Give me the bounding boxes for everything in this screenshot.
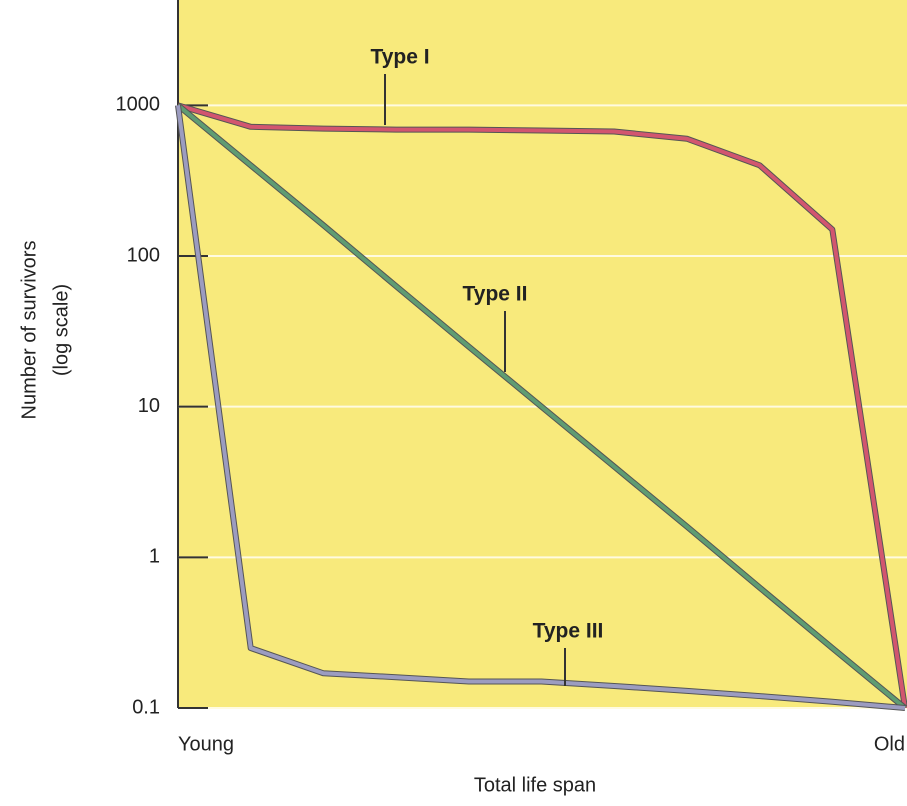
- y-tick-label: 0.1: [132, 696, 160, 718]
- series-label: Type III: [533, 620, 604, 643]
- series-label: Type II: [463, 283, 528, 306]
- y-tick-label: 1000: [116, 94, 161, 116]
- chart: Number of survivors (log scale) Total li…: [0, 0, 907, 806]
- x-tick-label: Old: [874, 733, 905, 755]
- y-tick-label: 100: [127, 244, 160, 266]
- x-axis-title: Total life span: [474, 774, 596, 796]
- series-label: Type I: [370, 46, 429, 69]
- y-tick-label: 10: [138, 395, 160, 417]
- y-axis-subtitle: (log scale): [50, 284, 72, 376]
- y-tick-label: 1: [149, 546, 160, 568]
- x-tick-label: Young: [178, 733, 234, 755]
- y-axis-title: Number of survivors: [18, 241, 40, 420]
